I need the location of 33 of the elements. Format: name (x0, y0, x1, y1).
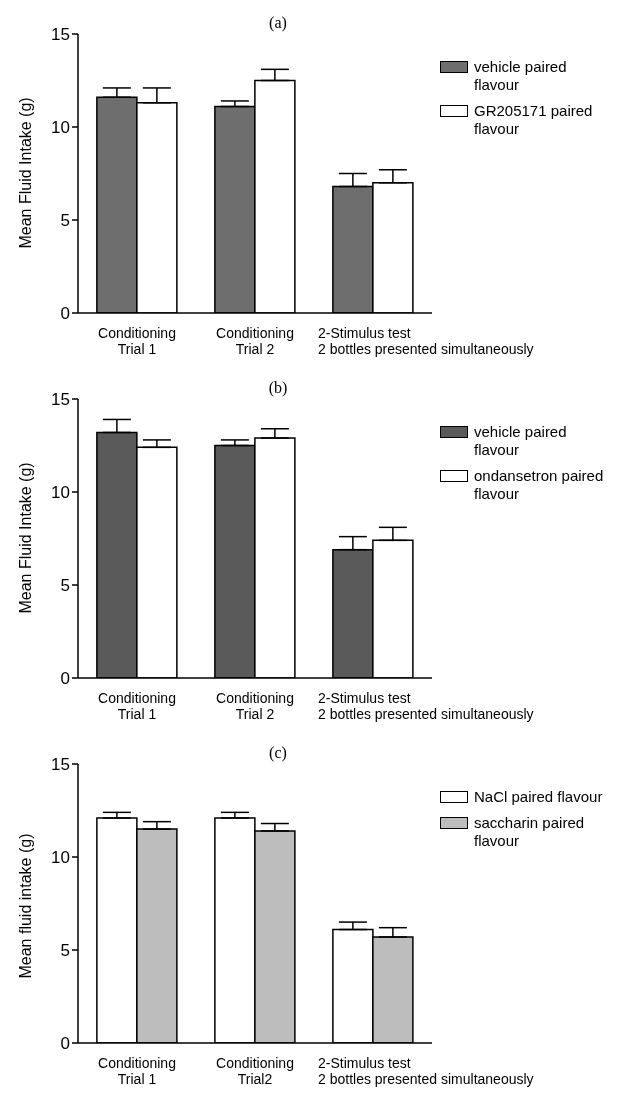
x-tick-label: 2-Stimulus test 2 bottles presented simultaneously (318, 324, 534, 357)
chart-title: (b) (267, 379, 289, 397)
x-tick-label: Conditioning Trial 1 (98, 1054, 176, 1087)
y-tick-label: 15 (51, 25, 70, 45)
chart-title: (a) (268, 14, 288, 32)
y-tick-label: 5 (60, 941, 70, 961)
y-tick-label: 0 (60, 669, 70, 689)
x-tick-label: Conditioning Trial2 (216, 1054, 294, 1087)
x-tick-label: 2-Stimulus test 2 bottles presented simultaneously (318, 689, 534, 722)
y-tick-label: 0 (60, 1034, 70, 1054)
x-tick-label: Conditioning Trial 2 (216, 324, 294, 357)
chart-title: (c) (268, 744, 288, 762)
y-tick-label: 0 (60, 304, 70, 324)
legend-label: saccharin paired flavour (474, 814, 586, 850)
x-tick-label: 2-Stimulus test 2 bottles presented simultaneously (318, 1054, 534, 1087)
y-tick-label: 10 (51, 483, 70, 503)
y-tick-label: 5 (60, 211, 70, 231)
y-axis-title: Mean fluid intake (g) (16, 833, 34, 979)
y-tick-label: 15 (51, 755, 70, 775)
x-tick-label: Conditioning Trial 2 (216, 689, 294, 722)
y-axis-title: Mean Fluid Intake (g) (16, 462, 34, 614)
y-tick-label: 10 (51, 118, 70, 138)
legend-label: NaCl paired flavour (474, 788, 603, 806)
x-tick-label: Conditioning Trial 1 (98, 324, 176, 357)
y-axis-title: Mean Fluid Intake (g) (16, 97, 34, 249)
y-tick-label: 15 (51, 390, 70, 410)
legend-label: GR205171 paired flavour (474, 102, 594, 138)
x-tick-label: Conditioning Trial 1 (98, 689, 176, 722)
y-tick-label: 5 (60, 576, 70, 596)
legend-label: vehicle paired flavour (474, 58, 568, 94)
legend-label: vehicle paired flavour (474, 423, 568, 459)
legend-label: ondansetron paired flavour (474, 467, 605, 503)
y-tick-label: 10 (51, 848, 70, 868)
